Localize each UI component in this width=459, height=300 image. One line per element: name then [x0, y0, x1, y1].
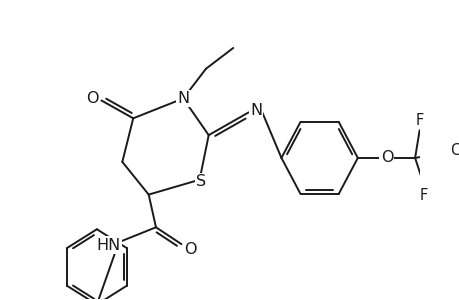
Text: Cl: Cl	[449, 143, 459, 158]
Text: O: O	[184, 242, 196, 256]
Text: N: N	[249, 103, 262, 118]
Text: HN: HN	[96, 238, 121, 253]
Text: F: F	[419, 188, 427, 203]
Text: F: F	[414, 113, 423, 128]
Text: N: N	[177, 91, 189, 106]
Text: S: S	[196, 174, 206, 189]
Text: O: O	[86, 91, 98, 106]
Text: O: O	[380, 150, 392, 165]
